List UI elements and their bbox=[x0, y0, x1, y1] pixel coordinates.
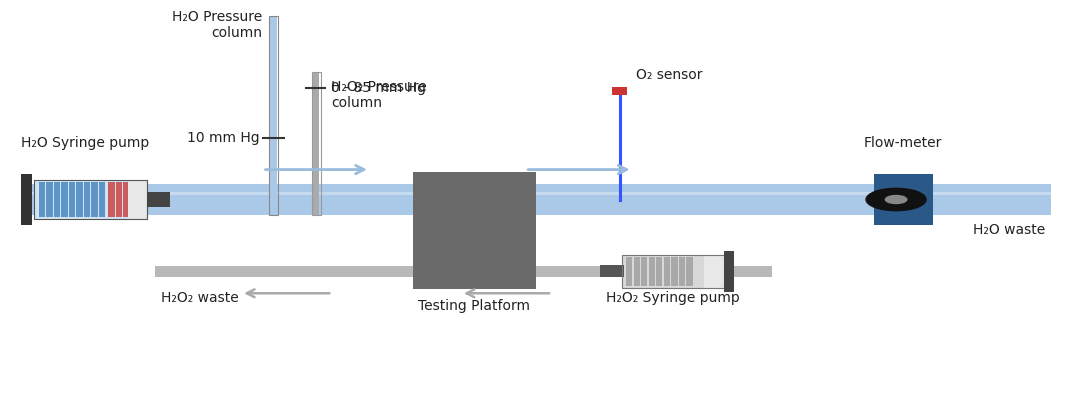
Bar bbox=[123, 182, 130, 217]
Bar bbox=[131, 182, 137, 217]
Bar bbox=[622, 255, 724, 288]
Text: H₂O₂ Pressure
column: H₂O₂ Pressure column bbox=[331, 80, 427, 110]
Bar bbox=[155, 266, 772, 277]
Text: H₂O waste: H₂O waste bbox=[973, 223, 1045, 237]
Bar bbox=[21, 184, 1051, 215]
Text: 0 - 85 mm Hg: 0 - 85 mm Hg bbox=[331, 81, 427, 95]
Bar bbox=[679, 257, 685, 286]
Text: Testing Platform: Testing Platform bbox=[418, 299, 531, 313]
Bar bbox=[34, 180, 147, 219]
Text: H₂O Syringe pump: H₂O Syringe pump bbox=[21, 136, 150, 150]
Bar bbox=[46, 182, 53, 217]
Bar bbox=[664, 257, 670, 286]
Bar bbox=[84, 182, 90, 217]
Bar bbox=[622, 255, 724, 288]
Text: Flow-meter: Flow-meter bbox=[864, 136, 942, 150]
Bar bbox=[413, 172, 536, 289]
Text: 10 mm Hg: 10 mm Hg bbox=[187, 130, 259, 145]
Circle shape bbox=[885, 196, 907, 203]
Bar bbox=[312, 72, 321, 215]
Bar bbox=[147, 192, 170, 207]
Bar bbox=[54, 182, 60, 217]
Bar bbox=[21, 192, 1051, 195]
Bar bbox=[612, 87, 627, 95]
Bar bbox=[724, 251, 734, 292]
Bar bbox=[61, 182, 68, 217]
Bar bbox=[656, 257, 662, 286]
Bar bbox=[69, 182, 75, 217]
Bar bbox=[874, 174, 933, 225]
Bar bbox=[116, 182, 122, 217]
Text: O₂ sensor: O₂ sensor bbox=[636, 68, 702, 82]
Bar bbox=[39, 182, 45, 217]
Circle shape bbox=[866, 188, 926, 211]
Bar bbox=[671, 257, 678, 286]
Text: H₂O₂ Syringe pump: H₂O₂ Syringe pump bbox=[606, 291, 740, 305]
Bar bbox=[99, 182, 105, 217]
Text: H₂O₂ waste: H₂O₂ waste bbox=[161, 291, 239, 305]
Bar bbox=[91, 182, 98, 217]
Bar bbox=[313, 72, 319, 215]
Bar bbox=[626, 257, 632, 286]
Bar bbox=[704, 255, 724, 288]
Bar bbox=[76, 182, 83, 217]
Bar bbox=[108, 182, 115, 217]
Bar bbox=[641, 257, 647, 286]
Bar bbox=[686, 257, 693, 286]
Bar bbox=[128, 180, 147, 219]
Bar bbox=[21, 174, 32, 225]
Bar bbox=[649, 257, 655, 286]
Bar bbox=[270, 16, 277, 215]
Bar bbox=[634, 257, 640, 286]
Text: H₂O Pressure
column: H₂O Pressure column bbox=[173, 10, 263, 40]
Bar bbox=[269, 16, 278, 215]
Bar bbox=[34, 180, 147, 219]
Bar bbox=[600, 265, 624, 277]
